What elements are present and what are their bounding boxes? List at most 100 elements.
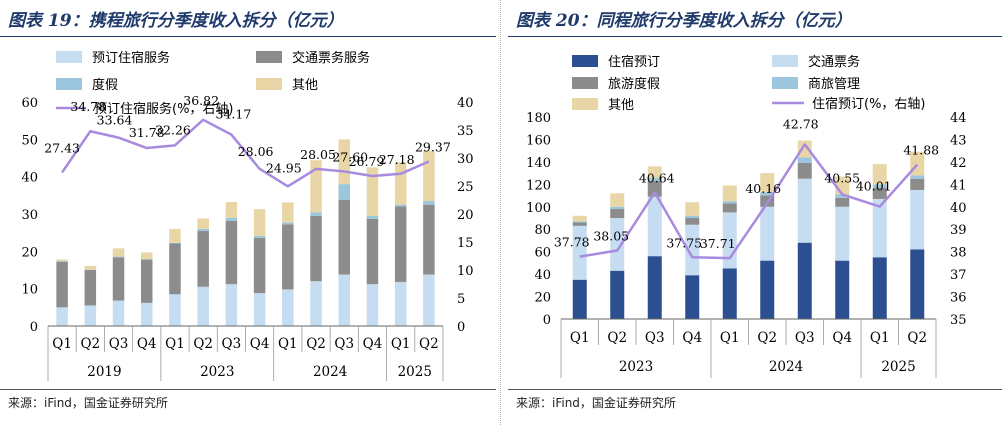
bar-segment-4 [282, 202, 294, 223]
bar-segment-5 [722, 185, 737, 202]
y2-tick-label: 5 [457, 292, 465, 307]
bar-segment-4 [197, 218, 209, 229]
bar-segment-2 [572, 225, 587, 280]
bar-segment-3 [423, 200, 435, 205]
panel-divider [500, 0, 501, 425]
year-group-label: 2025 [881, 359, 915, 375]
line-data-label: 40.01 [856, 179, 892, 194]
ctrip-source: 来源：iFind，国金证券研究所 [8, 396, 168, 410]
bar-segment-1 [84, 305, 97, 326]
bar-segment-5 [872, 164, 887, 185]
ctrip-panel: 图表 19：携程旅行分季度收入拆分（亿元） 预订住宿服务 交通票务服务 度假 其他 预订… [0, 0, 496, 425]
bar-segment-5 [760, 173, 775, 193]
line-data-label: 27.18 [379, 152, 415, 167]
bar-segment-3 [56, 261, 68, 262]
y2-tick-label: 37 [950, 268, 967, 283]
bar-segment-3 [910, 178, 925, 190]
bar-segment-1 [112, 300, 125, 326]
bar-segment-3 [610, 209, 625, 218]
year-group-label: 2024 [769, 359, 803, 375]
bar-segment-4 [647, 177, 662, 181]
bar-segment-3 [872, 187, 887, 199]
x-tick-label: Q3 [334, 336, 354, 352]
line-data-label: 40.64 [639, 170, 675, 185]
legend-label-1: 预订住宿服务 [92, 50, 170, 66]
bar-segment-1 [338, 274, 350, 326]
bar-segment-2 [282, 224, 294, 290]
bar-segment-3 [366, 215, 379, 219]
y-tick-label: 180 [526, 111, 551, 126]
line-data-label: 37.75 [666, 235, 702, 250]
legend-label-3: 度假 [92, 77, 118, 93]
bar-segment-3 [572, 222, 587, 226]
bar-segment-1 [797, 242, 812, 319]
legend-label-4: 其他 [292, 78, 318, 93]
line-data-label: 33.64 [97, 113, 133, 128]
line-data-label: 26.79 [349, 154, 385, 169]
bar-segment-4 [610, 206, 625, 210]
line-data-label: 34.17 [215, 107, 251, 122]
bar-segment-1 [141, 302, 153, 326]
bar-segment-2 [112, 257, 125, 301]
bar-segment-1 [835, 260, 850, 319]
bar-segment-5 [647, 166, 662, 178]
bar-segment-2 [872, 198, 887, 258]
x-tick-label: Q2 [80, 336, 100, 352]
tongcheng-chart-title: 图表 20：同程旅行分季度收入拆分（亿元） [516, 11, 852, 31]
y2-tick-label: 15 [457, 236, 474, 251]
bar-segment-1 [197, 286, 209, 326]
line-data-label: 31.78 [129, 125, 165, 140]
legend-label-4: 商旅管理 [808, 77, 860, 92]
legend-swatch-4 [256, 78, 282, 90]
x-tick-label: Q1 [278, 336, 298, 352]
bar-segment-3 [310, 212, 322, 216]
bar-segment-1 [872, 257, 887, 319]
bar-segment-5 [572, 215, 587, 222]
line-data-label: 34.78 [70, 99, 106, 114]
line-data-label: 29.37 [415, 140, 451, 155]
x-tick-label: Q2 [306, 336, 326, 352]
y2-tick-label: 42 [950, 156, 967, 171]
x-tick-label: Q2 [907, 330, 927, 346]
y2-tick-label: 36 [950, 291, 967, 306]
legend-label-3: 旅游度假 [608, 76, 660, 92]
y-tick-label: 40 [21, 171, 38, 186]
y-tick-label: 20 [21, 245, 38, 260]
bar-segment-4 [253, 209, 266, 237]
bar-segment-2 [394, 206, 407, 282]
bar-segment-1 [225, 284, 238, 326]
bar-segment-2 [197, 230, 209, 287]
bar-segment-4 [835, 194, 850, 198]
bar-segment-4 [722, 201, 737, 204]
bar-segment-4 [394, 162, 407, 205]
bar-segment-3 [685, 218, 700, 225]
bar-segment-4 [310, 160, 322, 213]
bar-segment-2 [835, 206, 850, 261]
bar-segment-4 [572, 221, 587, 223]
line-series [579, 143, 919, 260]
bar-segment-2 [423, 204, 435, 275]
y-tick-label: 60 [534, 246, 551, 261]
bar-segment-3 [197, 228, 209, 231]
tongcheng-source: 来源：iFind，国金证券研究所 [516, 396, 676, 410]
x-tick-label: Q1 [870, 330, 890, 346]
line-data-label: 27.43 [44, 140, 80, 155]
year-group-label: 2025 [398, 364, 432, 380]
y2-tick-label: 44 [950, 111, 967, 126]
x-tick-label: Q1 [52, 336, 72, 352]
x-tick-label: Q4 [832, 330, 852, 346]
y-tick-label: 80 [534, 223, 551, 238]
bar-segment-5 [797, 140, 812, 158]
line-data-label: 42.78 [783, 116, 819, 131]
line-data-label: 40.16 [745, 181, 781, 196]
legend-swatch-5 [572, 98, 598, 110]
y-tick-label: 120 [526, 178, 551, 193]
legend-swatch-3 [56, 78, 82, 90]
line-data-label: 40.55 [824, 170, 860, 185]
bar-segment-2 [797, 178, 812, 243]
bar-segment-4 [84, 265, 97, 270]
y2-tick-label: 41 [950, 178, 967, 193]
bar-segment-2 [647, 196, 662, 257]
